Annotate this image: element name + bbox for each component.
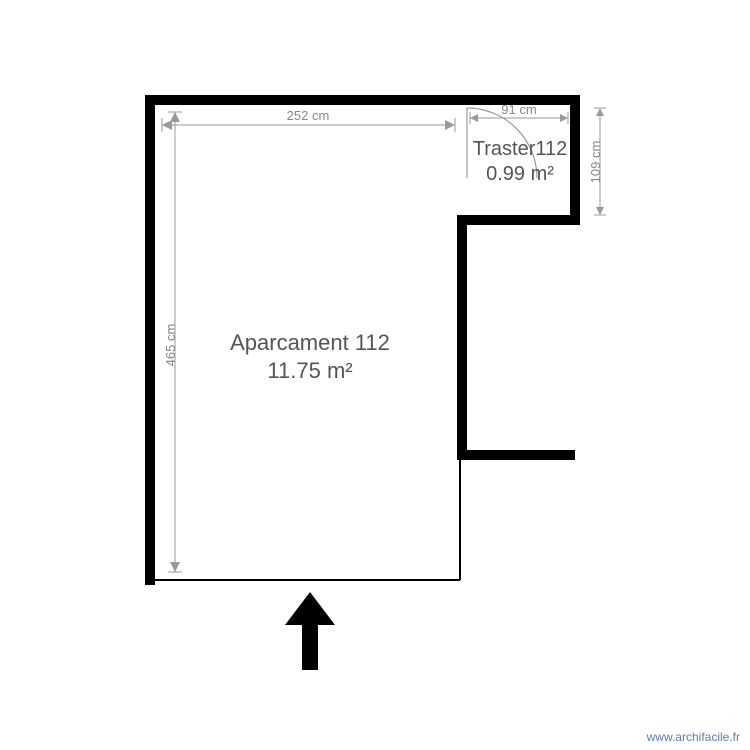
dim-main-height: 465 cm bbox=[163, 112, 182, 572]
dim-main-width: 252 cm bbox=[162, 108, 455, 132]
watermark: www.archifacile.fr bbox=[647, 730, 740, 744]
dim-storage-height-label: 109 cm bbox=[588, 141, 603, 184]
main-room-area: 11.75 m² bbox=[267, 358, 352, 383]
storage-room-area: 0.99 m² bbox=[486, 163, 554, 185]
dim-storage-width-label: 91 cm bbox=[501, 102, 536, 117]
dim-storage-width: 91 cm bbox=[470, 102, 568, 124]
floorplan-canvas: 252 cm 465 cm 91 cm 109 cm Aparcament 11… bbox=[0, 0, 750, 750]
dim-main-width-label: 252 cm bbox=[287, 108, 330, 123]
dim-main-height-label: 465 cm bbox=[163, 324, 178, 367]
entry-arrow-icon bbox=[285, 592, 335, 670]
dim-storage-height: 109 cm bbox=[588, 108, 606, 215]
main-room-name: Aparcament 112 bbox=[230, 330, 390, 355]
storage-room-name: Traster112 bbox=[473, 138, 567, 160]
